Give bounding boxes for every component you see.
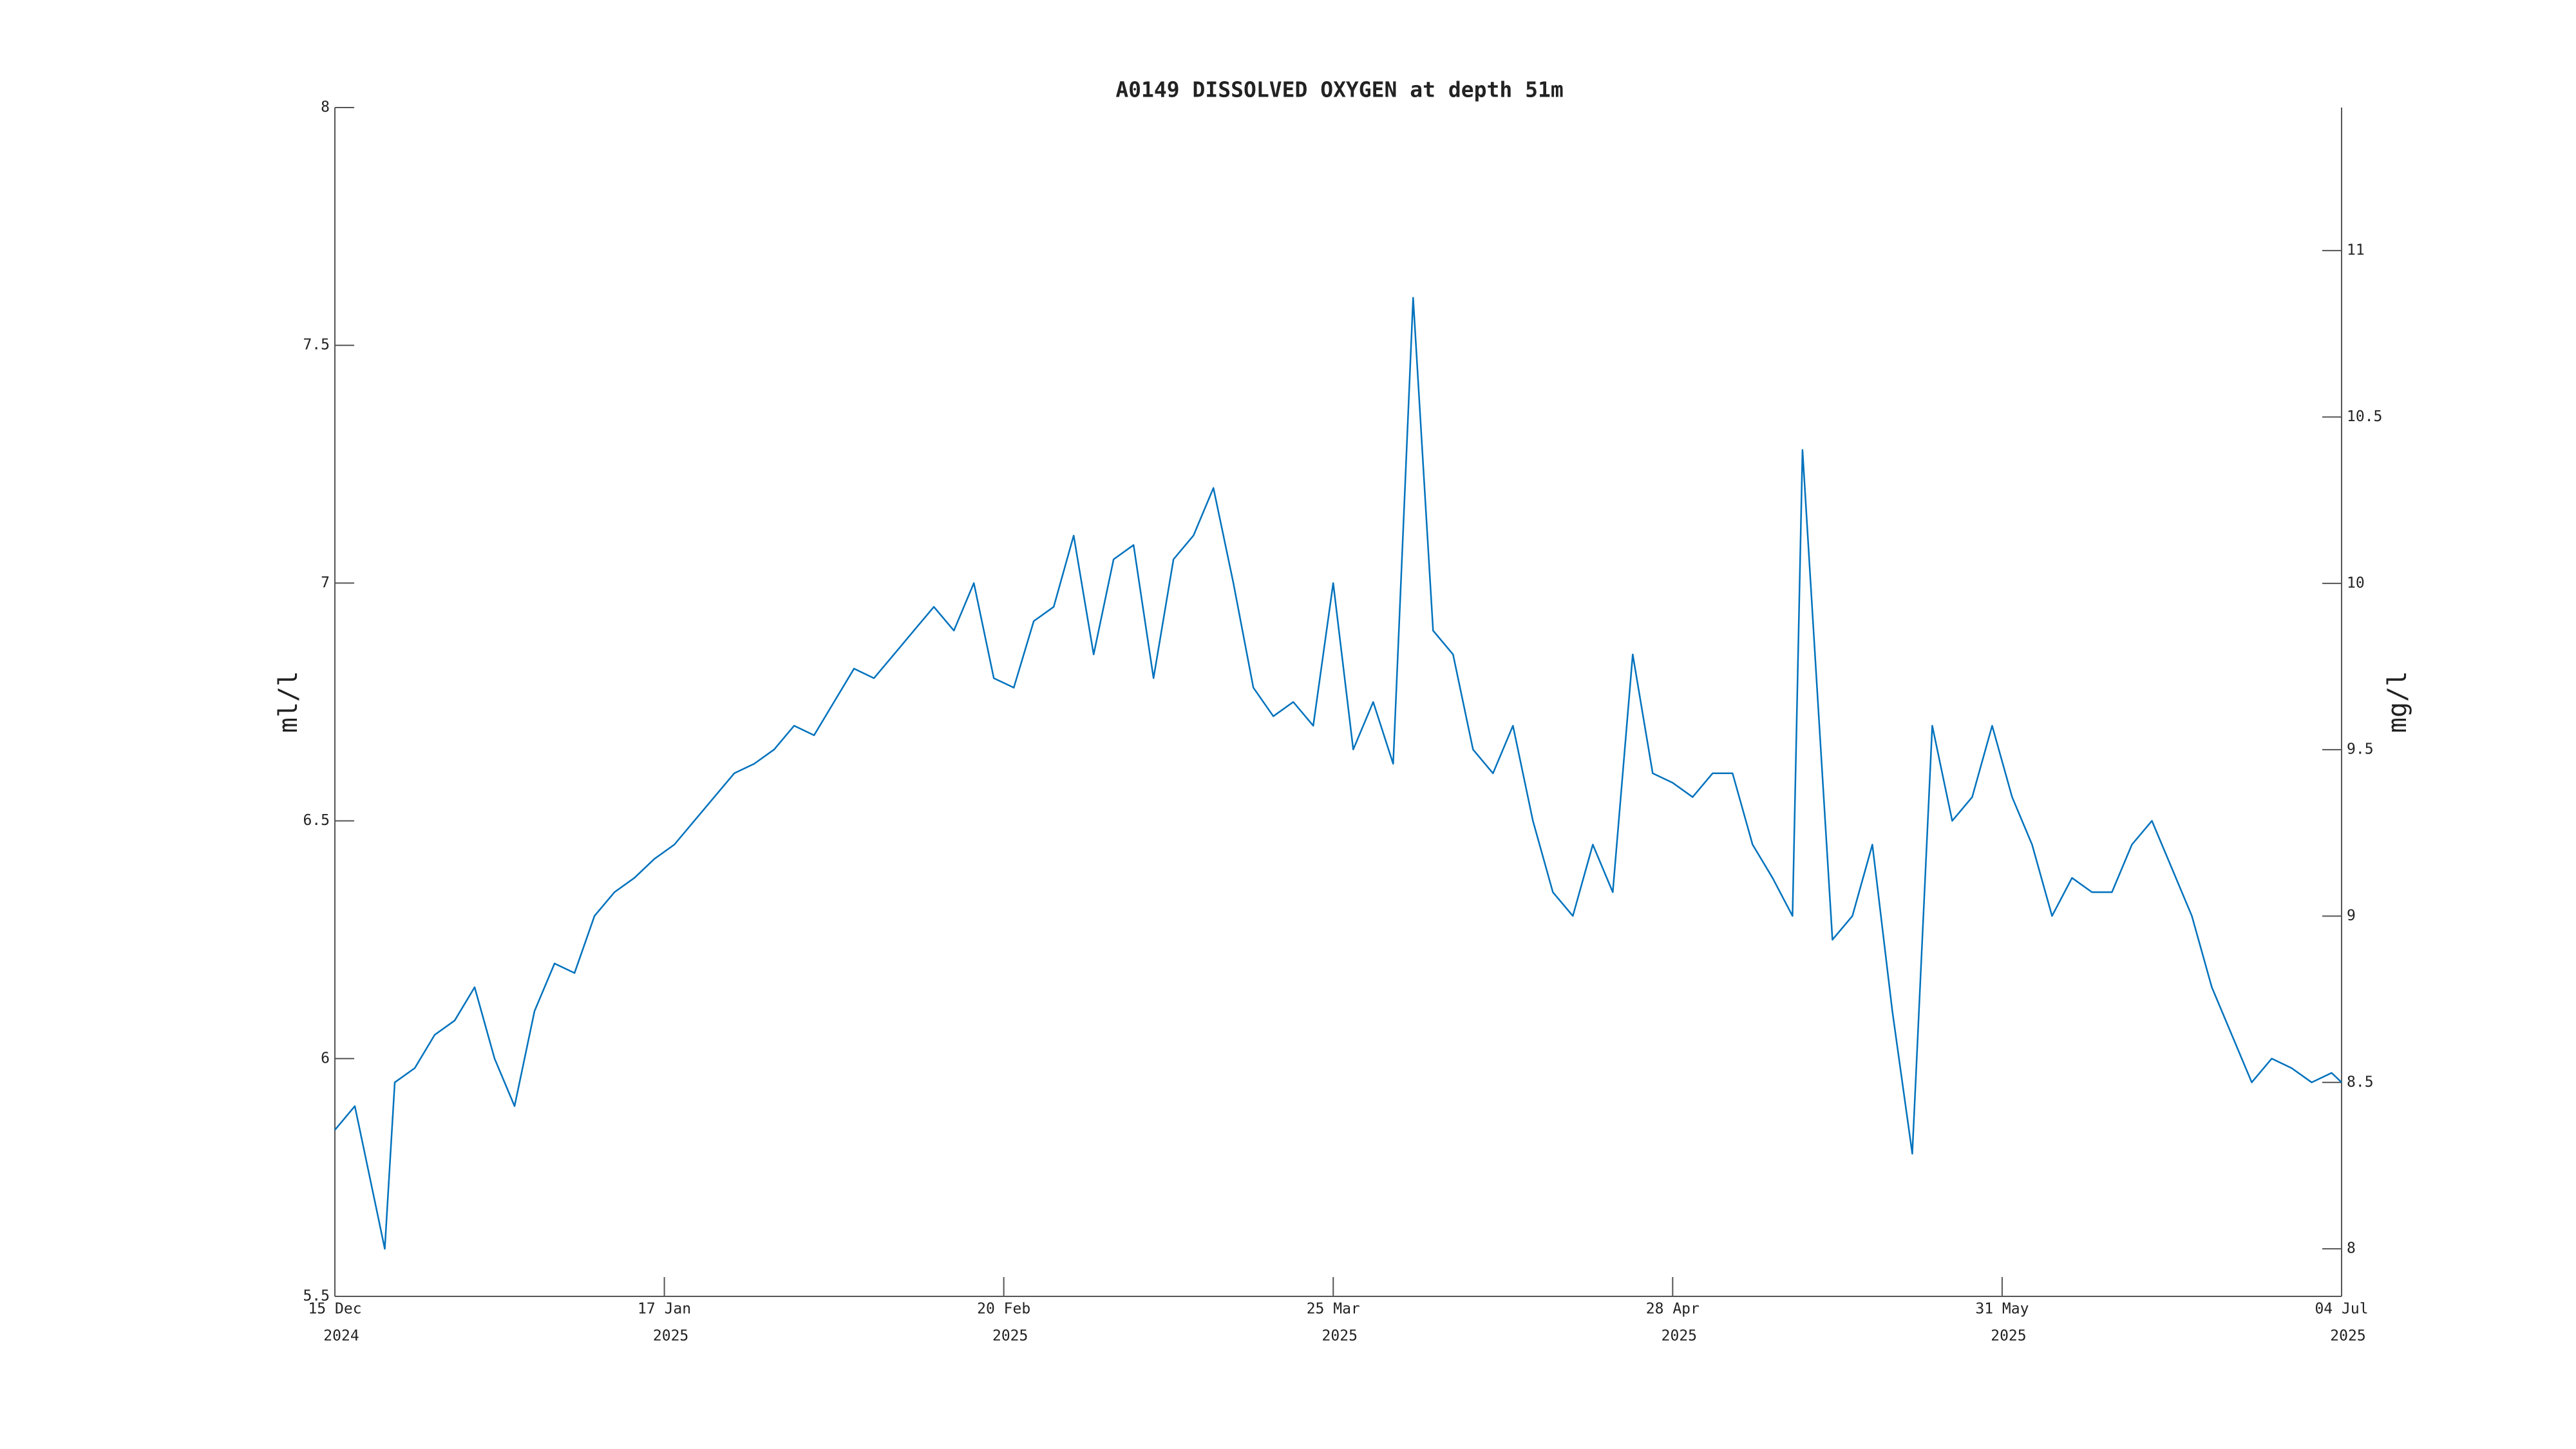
x-tick-label: 31 May bbox=[1975, 1301, 2029, 1318]
x-tick-label: 17 Jan bbox=[638, 1301, 691, 1318]
x-tick-label: 25 Mar bbox=[1307, 1301, 1360, 1318]
y2-tick-label: 9.5 bbox=[2347, 741, 2374, 758]
y2-axis-label: mg/l bbox=[2383, 671, 2412, 733]
y-axis-label: ml/l bbox=[274, 671, 303, 733]
chart-title: A0149 DISSOLVED OXYGEN at depth 51m bbox=[1115, 77, 1563, 102]
x-tick-label: 2025 bbox=[1662, 1328, 1697, 1345]
x-tick-label: 04 Jul bbox=[2315, 1301, 2368, 1318]
x-tick-label: 2025 bbox=[653, 1328, 688, 1345]
x-tick-label: 2025 bbox=[1991, 1328, 2026, 1345]
y-tick-label: 5.5 bbox=[303, 1288, 330, 1305]
x-tick-label: 2025 bbox=[1322, 1328, 1358, 1345]
y-tick-label: 8 bbox=[321, 99, 330, 116]
y2-tick-label: 11 bbox=[2347, 242, 2365, 259]
y2-tick-label: 10 bbox=[2347, 574, 2365, 591]
y-tick-label: 6.5 bbox=[303, 812, 330, 829]
x-tick-label: 2025 bbox=[2330, 1328, 2365, 1345]
x-tick-label: 2025 bbox=[992, 1328, 1028, 1345]
y-tick-label: 6 bbox=[321, 1050, 330, 1066]
y2-tick-label: 10.5 bbox=[2347, 408, 2382, 425]
x-tick-label: 28 Apr bbox=[1646, 1301, 1700, 1318]
x-tick-label: 2024 bbox=[323, 1328, 359, 1345]
x-tick-label: 20 Feb bbox=[977, 1301, 1030, 1318]
data-line bbox=[334, 297, 2342, 1250]
y2-tick-label: 8 bbox=[2347, 1240, 2356, 1257]
y-tick-label: 7 bbox=[321, 574, 330, 591]
y-tick-label: 7.5 bbox=[303, 337, 330, 354]
y2-tick-label: 8.5 bbox=[2347, 1074, 2374, 1090]
y2-tick-label: 9 bbox=[2347, 907, 2356, 924]
x-tick-label: 15 Dec bbox=[308, 1301, 361, 1318]
